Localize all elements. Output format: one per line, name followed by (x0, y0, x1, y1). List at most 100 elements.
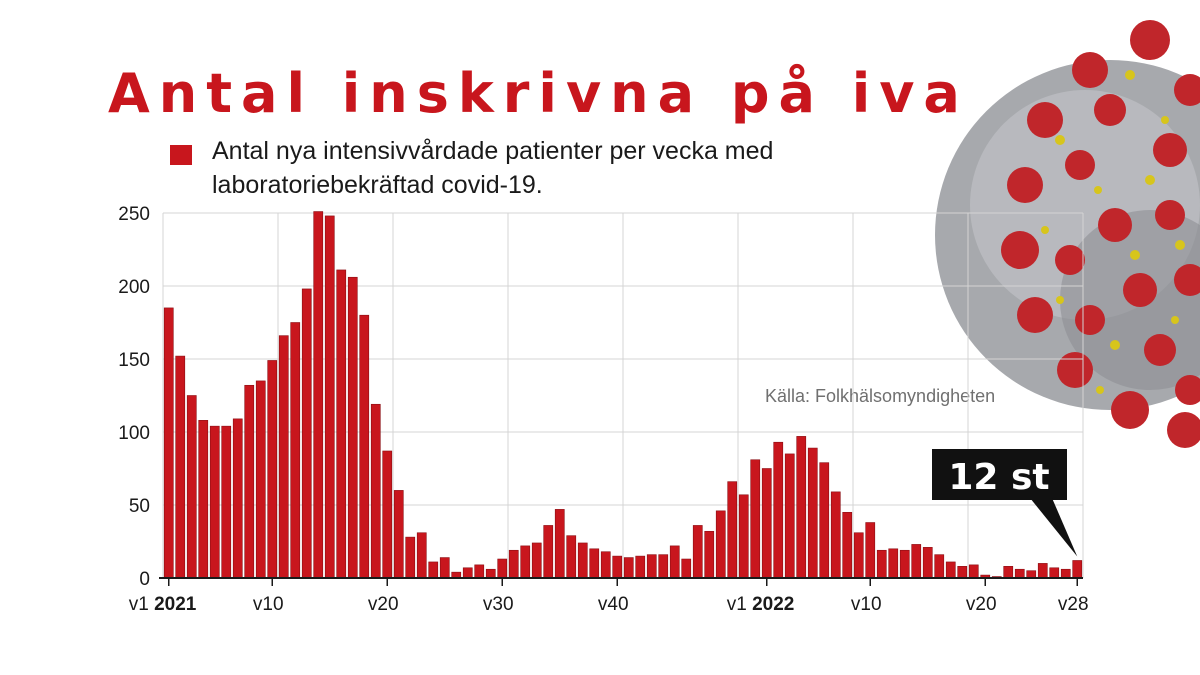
bar (244, 384, 255, 579)
x-tick-label: v10 (253, 594, 284, 615)
bar (681, 558, 692, 579)
callout-box (932, 449, 1067, 500)
bar (393, 490, 404, 579)
bar (945, 561, 956, 579)
bar (635, 555, 646, 579)
bar (623, 557, 634, 579)
bar (531, 542, 542, 579)
bar (198, 420, 209, 579)
bar (876, 549, 887, 579)
bar (267, 360, 278, 579)
bar (255, 380, 266, 579)
bar (428, 561, 439, 579)
bar (1037, 563, 1048, 579)
y-tick-label: 50 (129, 496, 150, 517)
bar (911, 544, 922, 579)
legend-swatch (170, 145, 192, 165)
bar (278, 335, 289, 579)
bar (968, 564, 979, 579)
y-tick-label: 250 (118, 204, 150, 225)
bar (543, 525, 554, 579)
bar (1014, 568, 1025, 579)
bar (738, 494, 749, 579)
bar (163, 307, 174, 579)
bar (497, 558, 508, 579)
x-tick-label: v40 (598, 594, 629, 615)
bar (405, 536, 416, 579)
source-label: Källa: Folkhälsomyndigheten (765, 386, 996, 406)
bar (370, 403, 381, 579)
bar (888, 548, 899, 579)
bar (290, 322, 301, 579)
bar (796, 436, 807, 579)
x-tick-label: v20 (368, 594, 399, 615)
bar (416, 532, 427, 579)
bar (727, 481, 738, 579)
y-tick-label: 100 (118, 423, 150, 444)
bar (439, 557, 450, 579)
bar (692, 525, 703, 579)
bar (819, 462, 830, 579)
bar (612, 555, 623, 579)
bar (520, 545, 531, 579)
bar (750, 459, 761, 579)
bar (773, 441, 784, 579)
bar (704, 530, 715, 579)
bar (1049, 567, 1060, 579)
bar (1060, 568, 1071, 579)
callout-label: 12 st (948, 457, 1049, 498)
bar (474, 564, 485, 579)
bar (232, 418, 243, 579)
bar (899, 549, 910, 579)
bar (554, 509, 565, 579)
bar (1072, 560, 1083, 579)
bar (324, 215, 335, 579)
bar (853, 532, 864, 579)
bar (566, 535, 577, 579)
x-tick-label: v30 (483, 594, 514, 615)
bar (359, 314, 370, 579)
x-tick-label: v1 2021 (129, 594, 197, 615)
bar (658, 554, 669, 579)
bar (589, 548, 600, 579)
bar (865, 522, 876, 579)
x-tick-label: v20 (966, 594, 997, 615)
bar (715, 510, 726, 579)
bar (336, 269, 347, 579)
bar (577, 542, 588, 579)
bar (175, 355, 186, 579)
bar (186, 395, 197, 579)
bar (485, 568, 496, 579)
y-tick-label: 200 (118, 277, 150, 298)
bar (934, 554, 945, 579)
y-tick-label: 150 (118, 350, 150, 371)
bar (462, 567, 473, 579)
x-tick-label: v1 2022 (727, 594, 795, 615)
chart-title: Antal inskrivna på iva (108, 62, 969, 125)
bar (830, 491, 841, 579)
y-tick-label: 0 (139, 569, 150, 590)
bar (761, 468, 772, 579)
callout: 12 st (932, 449, 1078, 557)
callout-pointer (1030, 498, 1078, 557)
x-tick-label: v10 (851, 594, 882, 615)
bar (669, 545, 680, 579)
bar (221, 425, 232, 579)
bar (209, 425, 220, 579)
bar (784, 453, 795, 579)
bar (957, 566, 968, 579)
x-tick-label: v28 (1058, 594, 1089, 615)
bar (1026, 570, 1037, 579)
legend-label: Antal nya intensivvårdade patienter per … (212, 137, 774, 199)
bar (807, 447, 818, 579)
bar (508, 549, 519, 579)
bar (922, 547, 933, 579)
bar (646, 554, 657, 579)
bar (347, 276, 358, 579)
bar (313, 211, 324, 579)
bar (600, 551, 611, 579)
bar (301, 288, 312, 579)
bar (842, 511, 853, 579)
